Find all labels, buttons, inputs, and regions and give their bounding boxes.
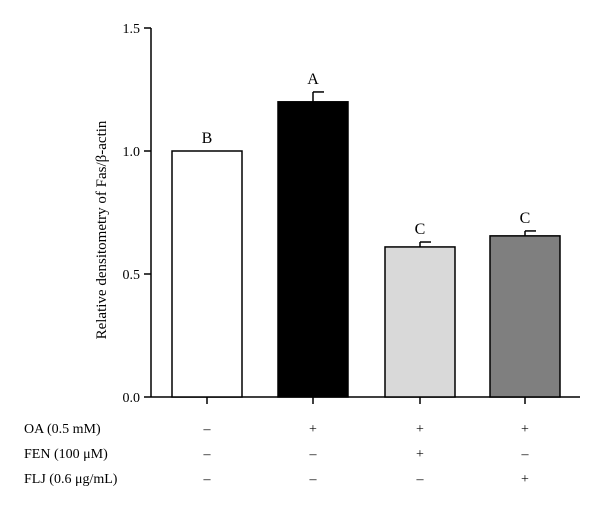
y-tick-label: 1.0 [123, 145, 141, 160]
condition-sign: + [416, 447, 424, 462]
condition-sign: + [416, 422, 424, 437]
bars-layer [171, 91, 561, 398]
bar [384, 246, 456, 398]
condition-sign: – [203, 422, 212, 437]
condition-label: OA (0.5 mM) [24, 422, 101, 437]
bar [171, 150, 243, 398]
condition-sign: – [416, 472, 425, 487]
labels-layer: B A C C [202, 71, 531, 238]
condition-sign: + [521, 472, 529, 487]
significance-label: C [520, 210, 531, 227]
condition-sign: – [203, 472, 212, 487]
significance-label: C [415, 221, 426, 238]
condition-sign: – [309, 447, 318, 462]
condition-sign: + [309, 422, 317, 437]
bar [277, 101, 349, 398]
conditions-layer: OA (0.5 mM) – + + + FEN (100 μM) – – + – FLJ (0.6 … [24, 422, 530, 487]
y-tick-label: 0.0 [123, 391, 141, 406]
bar [489, 235, 561, 398]
significance-label: A [307, 71, 319, 88]
condition-label: FLJ (0.6 μg/mL) [24, 472, 118, 487]
condition-sign: + [521, 422, 529, 437]
condition-sign: – [309, 472, 318, 487]
significance-label: B [202, 130, 213, 147]
y-axis-title: Relative densitometry of Fas/β-actin [94, 120, 110, 339]
condition-label: FEN (100 μM) [24, 447, 108, 462]
y-tick-label: 0.5 [123, 268, 141, 283]
condition-sign: – [521, 447, 530, 462]
y-tick-label: 1.5 [123, 22, 141, 37]
condition-sign: – [203, 447, 212, 462]
